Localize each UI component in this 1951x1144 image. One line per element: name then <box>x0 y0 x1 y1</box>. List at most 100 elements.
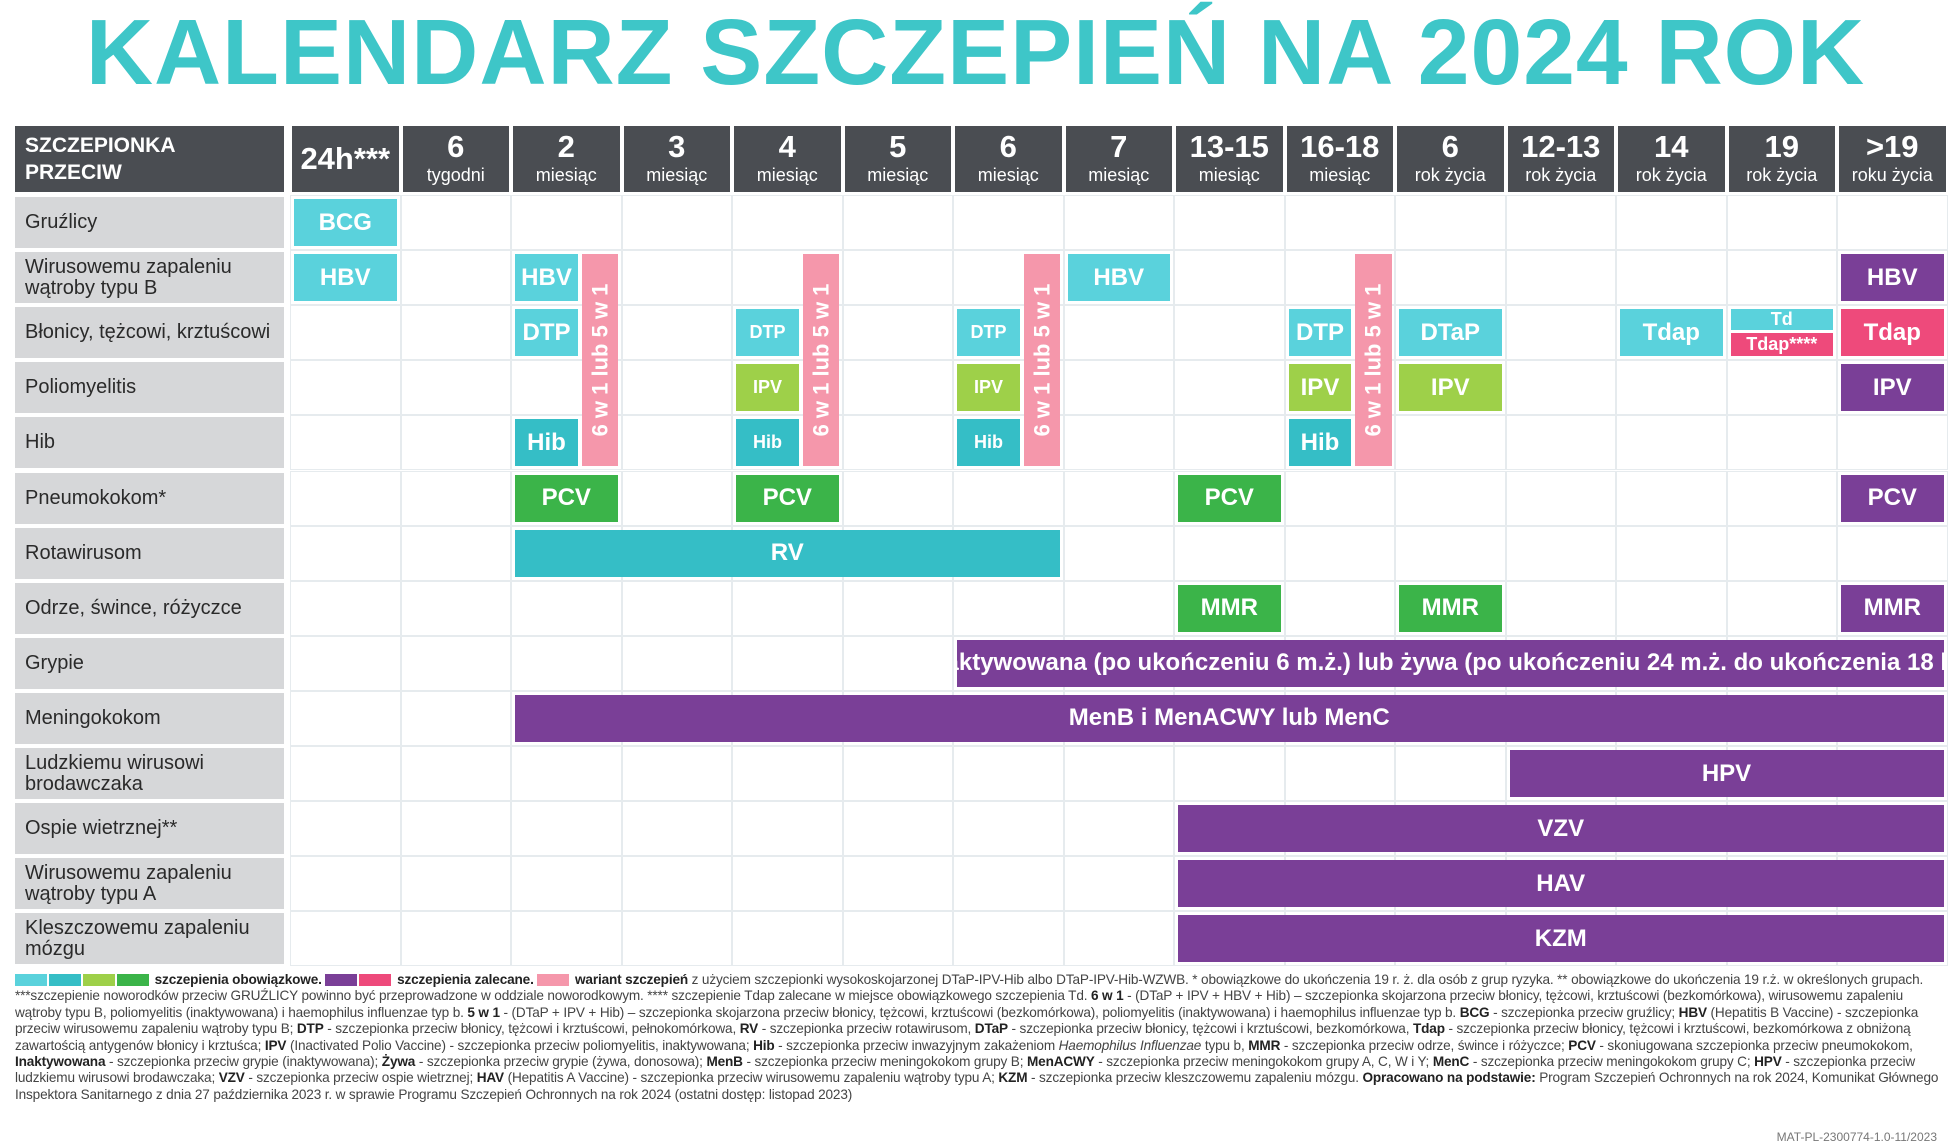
vaccine-mmr-block: MMR <box>1841 584 1944 632</box>
column-age: 12-13 <box>1521 129 1601 164</box>
grid-cell <box>621 415 732 471</box>
grid-cell <box>1284 525 1395 581</box>
header-label-line: SZCZEPIONKA <box>25 134 176 157</box>
grid-cell <box>842 856 953 912</box>
vaccine-kzm-block: KZM <box>1178 915 1944 963</box>
footer-term: DTaP <box>974 1021 1008 1037</box>
column-header: 7 miesiąc <box>1065 126 1172 192</box>
footer-term: Hib <box>753 1037 775 1053</box>
grid-cell <box>1395 415 1506 471</box>
vaccine-pcv-block: PCV <box>736 474 839 522</box>
grid-cell <box>621 635 732 691</box>
row-label: Grypie <box>15 637 284 689</box>
vaccine-dtp-block: DTP <box>1288 309 1352 357</box>
grid-cell <box>290 525 401 581</box>
footer-term: MMR <box>1248 1037 1281 1053</box>
grid-cell <box>1837 195 1948 251</box>
legend-swatch <box>359 974 392 987</box>
footer-term: Opracowano na podstawie: <box>1362 1070 1536 1086</box>
grid-cell <box>842 635 953 691</box>
grid-cell <box>400 690 511 746</box>
grid-cell <box>1063 911 1174 967</box>
grid-cell <box>1726 360 1837 416</box>
column-unit: roku życia <box>1851 165 1933 185</box>
grid-cell <box>1505 580 1616 636</box>
footer-term: MenC <box>1432 1054 1470 1070</box>
footer-text: - szczepionka przeciw odrze, śwince i ró… <box>1280 1037 1569 1053</box>
vaccine-tdap-recommended-block: Tdap**** <box>1730 332 1833 357</box>
grid-cell <box>842 911 953 967</box>
grid-cell <box>621 250 732 306</box>
grid-cell <box>621 746 732 802</box>
vaccine-tdap-block: Tdap <box>1841 309 1944 357</box>
row-label: Poliomyelitis <box>15 362 284 414</box>
column-unit: miesiąc <box>646 165 708 185</box>
footer-text: - szczepionka przeciw rotawirusom, <box>758 1021 975 1037</box>
vaccine-inaktywowana-block: Inaktywowana (po ukończeniu 6 m.ż.) lub … <box>957 639 1944 687</box>
grid-cell <box>1284 470 1395 526</box>
grid-cell <box>290 801 401 857</box>
column-age: 24h*** <box>300 141 391 176</box>
row-label: Odrze, śwince, różyczce <box>15 582 284 634</box>
grid-cell <box>400 911 511 967</box>
grid-cell <box>1505 470 1616 526</box>
column-header: 13-15 miesiąc <box>1176 126 1283 192</box>
grid-cell <box>400 801 511 857</box>
grid-cell <box>1616 415 1727 471</box>
footer-term: Inaktywowana <box>15 1054 106 1070</box>
grid-cell <box>1063 195 1174 251</box>
grid-cell <box>953 911 1064 967</box>
grid-cell <box>400 525 511 581</box>
grid-cell <box>1174 525 1285 581</box>
vaccine-ipv-block: IPV <box>736 364 799 412</box>
vaccine-vzv-block: VZV <box>1178 805 1944 853</box>
grid-cell <box>953 856 1064 912</box>
grid-cell <box>953 801 1064 857</box>
vaccine-mmr-block: MMR <box>1399 584 1502 632</box>
footer-term: Tdap <box>1412 1021 1445 1037</box>
column-unit: miesiąc <box>1309 165 1371 185</box>
vaccine-pcv-block: PCV <box>1841 474 1944 522</box>
variant-6in1-5in1-bar: 6 w 1 lub 5 w 1 <box>1355 254 1392 467</box>
footer-text: - szczepionka przeciw grypie (żywa, dono… <box>415 1054 707 1070</box>
row-label: Ospie wietrznej** <box>15 803 284 855</box>
legend-swatch <box>15 974 47 987</box>
row-label: Pneumokokom* <box>15 472 284 524</box>
footer-term: DTP <box>296 1021 324 1037</box>
grid-cell <box>1616 195 1727 251</box>
vaccine-hbv-block: HBV <box>1067 254 1170 302</box>
grid-cell <box>290 856 401 912</box>
vaccine-bcg-block: BCG <box>294 199 397 247</box>
grid-cell <box>1505 305 1616 361</box>
grid-cell <box>400 360 511 416</box>
footer-term: 5 w 1 <box>467 1004 500 1020</box>
column-age: 16-18 <box>1300 129 1380 164</box>
grid-cell <box>400 746 511 802</box>
grid-cell <box>1726 415 1837 471</box>
footer-term: PCV <box>1568 1037 1596 1053</box>
grid-cell <box>1616 525 1727 581</box>
grid-cell <box>1284 195 1395 251</box>
grid-cell <box>1395 525 1506 581</box>
row-label: Błonicy, tężcowi, krztuścowi <box>15 307 284 359</box>
row-label: Wirusowemu zapaleniu wątroby typu A <box>15 858 284 910</box>
vaccine-hib-block: Hib <box>736 419 799 467</box>
footer-text: Program Szczepień Ochronnych na rok 2024… <box>15 1070 1939 1102</box>
legend-swatch <box>83 974 115 987</box>
grid-cell <box>400 635 511 691</box>
grid-cell <box>732 580 843 636</box>
column-unit: miesiąc <box>1088 165 1150 185</box>
grid-cell <box>400 580 511 636</box>
row-label: Hib <box>15 417 284 469</box>
column-unit: rok życia <box>1414 165 1486 185</box>
grid-cell <box>290 911 401 967</box>
variant-label: 6 w 1 lub 5 w 1 <box>1028 283 1054 437</box>
footer-notes: szczepienia obowiązkowe. szczepienia zal… <box>15 972 1940 1103</box>
column-unit: miesiąc <box>535 165 597 185</box>
footer-text: - szczepionka przeciw błonicy, tężcowi i… <box>1007 1021 1413 1037</box>
variant-label: 6 w 1 lub 5 w 1 <box>807 283 833 437</box>
grid-cell <box>1726 525 1837 581</box>
footer-term: VZV <box>218 1070 245 1086</box>
footer-term: RV <box>739 1021 759 1037</box>
grid-cell <box>953 580 1064 636</box>
